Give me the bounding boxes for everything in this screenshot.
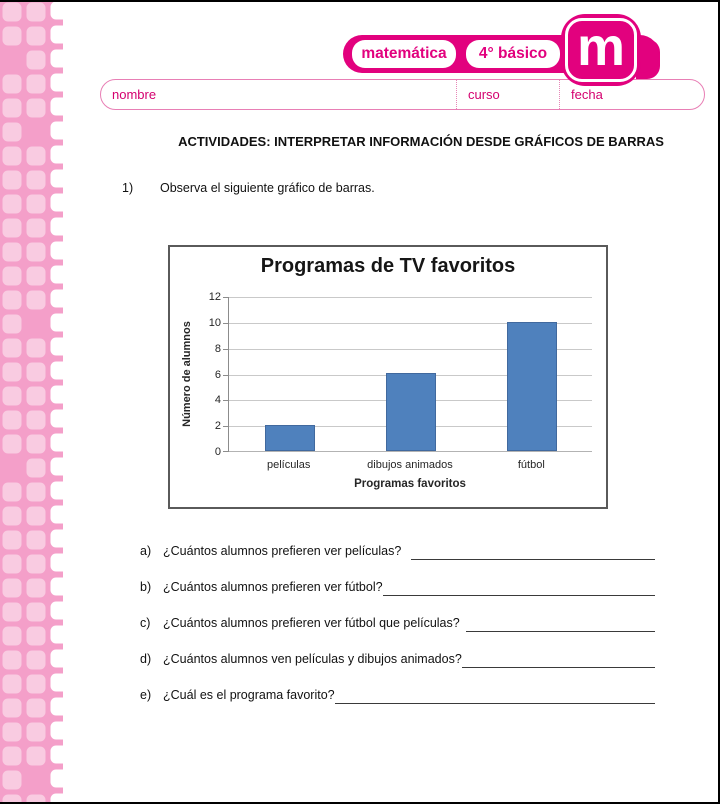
- y-axis-tick: [223, 349, 229, 350]
- y-tick-label: 10: [208, 317, 221, 329]
- grade-badge-label: 4° básico: [478, 45, 548, 62]
- worksheet-title: ACTIVIDADES: INTERPRETAR INFORMACIÓN DES…: [178, 134, 664, 149]
- category-label: dibujos animados: [367, 459, 453, 471]
- category-label: películas: [266, 459, 311, 471]
- category-label: fútbol: [517, 459, 545, 471]
- m-logo: m: [561, 14, 641, 86]
- question-text: ¿Cuántos alumnos ven películas y dibujos…: [163, 652, 462, 666]
- subject-badge: matemática: [352, 40, 456, 68]
- question-d: d) ¿Cuántos alumnos ven películas y dibu…: [140, 652, 655, 688]
- bar-slot: [350, 297, 471, 451]
- m-logo-letter: m: [576, 17, 625, 77]
- answer-line-e[interactable]: [334, 688, 655, 704]
- form-field-nombre[interactable]: nombre: [101, 80, 456, 109]
- question-c: c) ¿Cuántos alumnos prefieren ver fútbol…: [140, 616, 655, 652]
- y-axis-tick: [223, 426, 229, 427]
- question-letter: d): [140, 652, 152, 666]
- answer-line-d[interactable]: [461, 652, 655, 668]
- gridline: [229, 349, 592, 350]
- subject-badge-label: matemática: [361, 45, 447, 62]
- y-tick-label: 8: [214, 343, 221, 355]
- question-letter: e): [140, 688, 152, 702]
- answer-line-c[interactable]: [465, 616, 655, 632]
- y-axis-tick: [223, 323, 229, 324]
- gridline: [229, 297, 592, 298]
- question-letter: c): [140, 616, 151, 630]
- form-field-fecha[interactable]: fecha: [559, 80, 704, 109]
- bar-chart: Programas de TV favoritos Número de alum…: [168, 245, 608, 509]
- question-text: ¿Cuántos alumnos prefieren ver películas…: [163, 544, 402, 558]
- answer-line-b[interactable]: [382, 580, 655, 596]
- form-field-curso[interactable]: curso: [456, 80, 559, 109]
- student-info-row: nombre curso fecha: [100, 79, 705, 110]
- item-instruction: Observa el siguiente gráfico de barras.: [160, 181, 375, 195]
- form-label-nombre: nombre: [112, 87, 157, 102]
- gridline: [229, 323, 592, 324]
- grade-badge: 4° básico: [466, 40, 560, 68]
- chart-x-axis-label: Programas favoritos: [354, 478, 466, 490]
- y-axis-tick: [223, 297, 229, 298]
- y-axis-tick: [223, 451, 229, 452]
- bar-slot: [229, 297, 350, 451]
- y-tick-label: 4: [214, 394, 221, 406]
- questions-list: a) ¿Cuántos alumnos prefieren ver pelícu…: [140, 544, 655, 724]
- y-tick-label: 6: [214, 369, 221, 381]
- bar-slots: [229, 297, 592, 451]
- y-tick-label: 0: [214, 446, 221, 458]
- bar-slot: [471, 297, 592, 451]
- bar-peliculas: [264, 425, 315, 451]
- bar-dibujos-animados: [385, 373, 436, 451]
- question-a: a) ¿Cuántos alumnos prefieren ver pelícu…: [140, 544, 655, 580]
- y-axis-tick: [223, 400, 229, 401]
- question-text: ¿Cuántos alumnos prefieren ver fútbol qu…: [163, 616, 460, 630]
- decorative-sidebar-pattern: [0, 2, 70, 802]
- question-e: e) ¿Cuál es el programa favorito?: [140, 688, 655, 724]
- question-letter: b): [140, 580, 152, 594]
- item-number: 1): [122, 181, 134, 195]
- question-letter: a): [140, 544, 152, 558]
- chart-title: Programas de TV favoritos: [260, 255, 516, 277]
- answer-line-a[interactable]: [411, 544, 655, 560]
- form-label-curso: curso: [468, 87, 500, 102]
- bar-futbol: [506, 322, 557, 451]
- form-label-fecha: fecha: [571, 87, 603, 102]
- chart-y-axis-label: Número de alumnos: [181, 321, 193, 427]
- y-tick-label: 12: [208, 291, 221, 303]
- question-b: b) ¿Cuántos alumnos prefieren ver fútbol…: [140, 580, 655, 616]
- plot-area: 0 2 4 6 8 10 12: [209, 291, 592, 458]
- y-axis-tick: [223, 375, 229, 376]
- y-tick-label: 2: [214, 420, 221, 432]
- chart-category-labels: películas dibujos animados fútbol: [228, 459, 592, 471]
- question-text: ¿Cuántos alumnos prefieren ver fútbol?: [163, 580, 383, 594]
- m-logo-ring: [565, 18, 637, 82]
- question-text: ¿Cuál es el programa favorito?: [163, 688, 335, 702]
